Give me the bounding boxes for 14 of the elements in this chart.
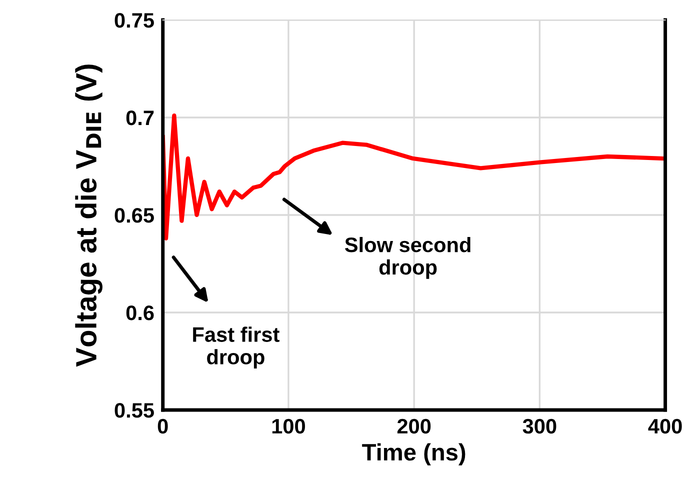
- x-tick-label: 400: [648, 418, 682, 434]
- y-tick-label: 0.55: [114, 403, 154, 418]
- annotation: Slow second droop: [344, 236, 470, 279]
- y-tick-label: 0.65: [114, 208, 154, 223]
- x-tick-label: 300: [522, 418, 556, 434]
- y-tick-label: 0.75: [114, 13, 154, 28]
- y-tick-label: 0.6: [126, 306, 154, 320]
- x-tick-label: 0: [158, 418, 168, 434]
- x-axis-title: Time (ns): [362, 443, 466, 466]
- x-tick-label: 200: [397, 418, 431, 434]
- x-tick-label: 100: [272, 418, 305, 434]
- y-tick-label: 0.7: [126, 110, 154, 126]
- y-axis-title: Voltage at die V$_{DIE}$ (V): [75, 64, 102, 367]
- annotation: Fast first droop: [193, 326, 280, 369]
